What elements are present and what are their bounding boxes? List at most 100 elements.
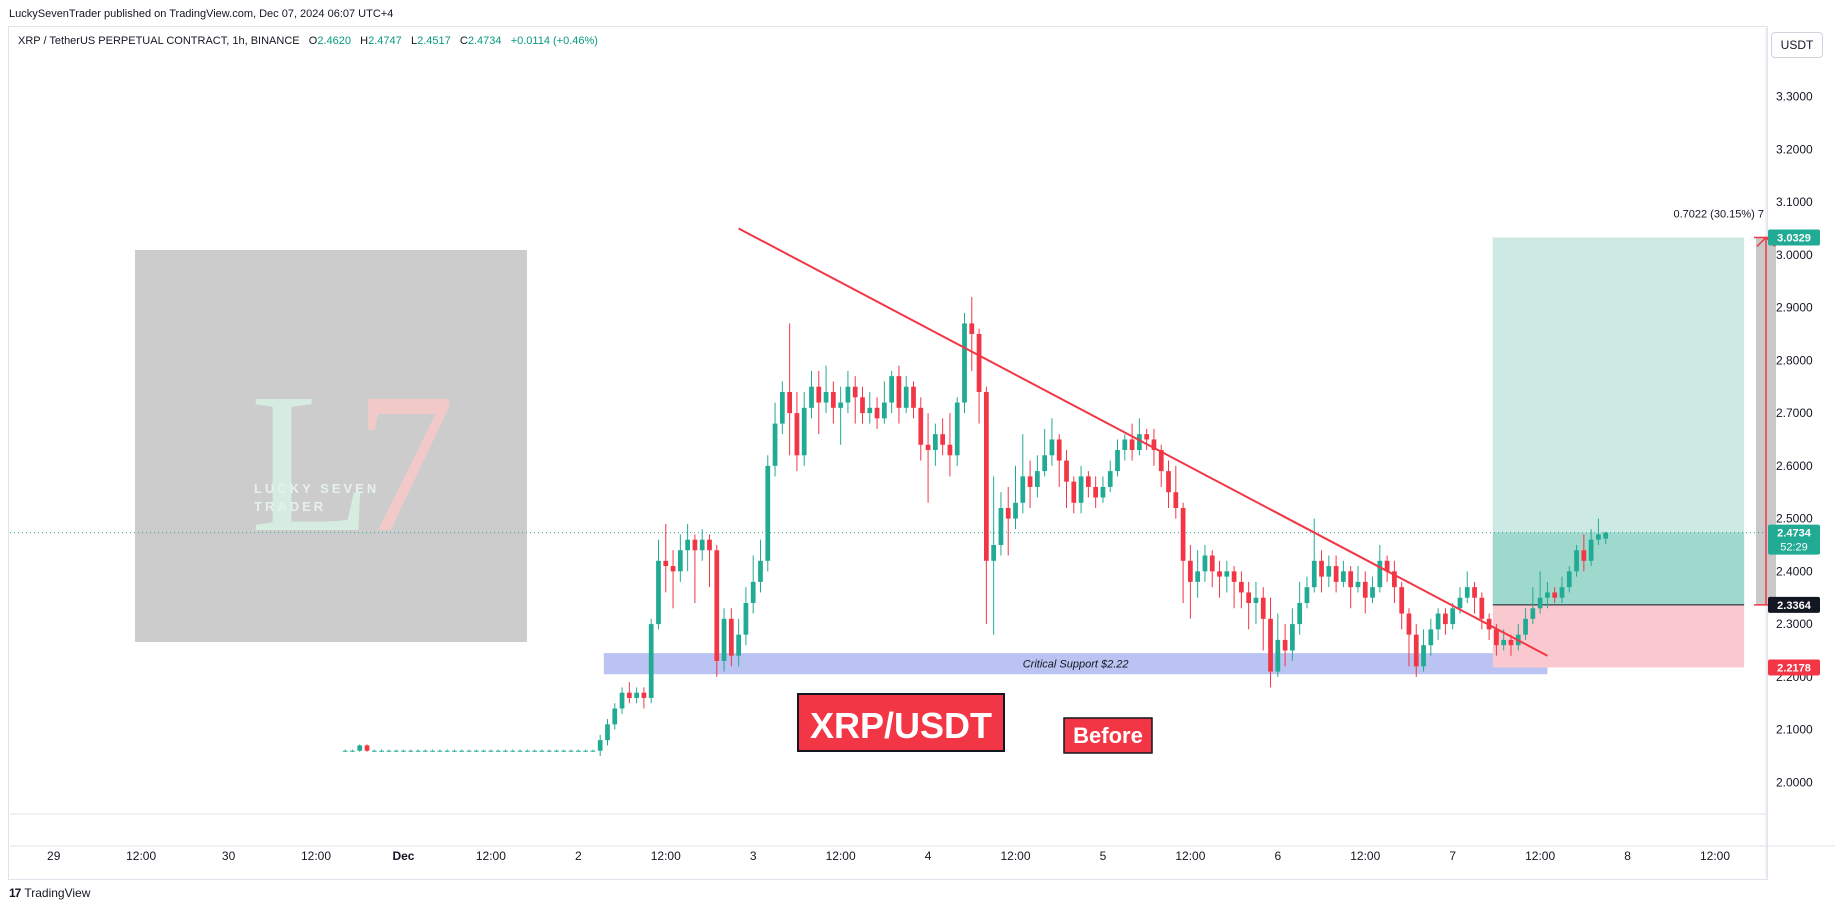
candle [721,608,727,672]
time-tick-label: 3 [750,849,757,863]
candle [1603,531,1609,545]
candle-body [1311,560,1317,588]
candle [1239,571,1244,609]
candle [1093,476,1099,509]
candle-body [1377,560,1383,588]
candle-body [619,692,625,709]
candle-body [473,750,479,752]
candle [510,749,516,752]
candle [860,386,865,424]
candle-body [1035,471,1040,487]
candle [1413,624,1419,677]
price-tick-label: 2.1000 [1776,723,1813,737]
watermark-letter-l: L [250,353,372,574]
time-tick-label: 2 [575,849,582,863]
candle [393,749,399,752]
candle [1588,529,1594,567]
candle [1253,581,1259,625]
time-tick-label: Dec [392,849,414,863]
watermark-line-1: LUCKY SEVEN [254,481,379,496]
candle [495,749,501,752]
candle [481,749,486,752]
change-value: +0.0114 (+0.46%) [510,35,598,47]
candle [954,397,960,466]
currency-unit-button[interactable]: USDT [1771,32,1823,58]
candle-body [670,566,676,572]
candle [1275,613,1281,677]
candle [1056,434,1062,487]
candle-body [510,750,516,752]
open-label: O [308,35,318,47]
time-tick-label: 12:00 [476,849,506,863]
candle [1064,450,1069,509]
candle-body [1253,597,1259,603]
candle [743,587,749,646]
candle [991,476,997,635]
candle-body [1501,639,1507,646]
high-value: 2.4747 [368,35,402,47]
candle [1399,581,1405,630]
candle-body [342,750,348,752]
candle [1559,576,1565,603]
high-label: H [360,35,369,47]
candle [1005,486,1011,556]
candle-body [721,618,727,662]
candle-body [663,560,669,567]
candle [1333,555,1339,593]
candle-body [437,750,443,752]
candle-body [1399,587,1405,614]
candle-body [1246,592,1252,603]
candle [430,749,435,752]
candle-body [976,333,982,392]
candle-body [503,750,508,752]
candle [1392,560,1397,603]
candle [932,423,938,466]
candle [1049,418,1055,466]
candle [1355,566,1361,593]
time-tick-label: 8 [1624,849,1631,863]
candle [488,749,494,752]
candle-body [1122,439,1128,451]
candle [736,618,741,667]
candle-body [1333,566,1339,582]
candle [1035,455,1040,498]
candle [976,328,982,424]
candle [524,749,530,752]
candle [452,749,457,752]
candle-body [1202,555,1208,572]
candle [1377,544,1383,593]
candle-body [911,386,916,408]
low-label: L [410,35,418,47]
time-tick-label: 5 [1100,849,1107,863]
candle-body [1523,618,1528,635]
price-tick-label: 2.0000 [1776,775,1813,789]
candle [852,376,858,424]
candle [1224,560,1230,593]
candle-body [969,323,975,334]
candle-body [1093,486,1099,498]
candle-body [1239,581,1244,593]
candle [1479,592,1485,630]
candle [401,749,406,752]
candle [415,749,421,752]
candle [750,555,756,614]
candle [1537,571,1543,614]
close-label: C [459,35,468,47]
candle-body [597,740,603,751]
low-value: 2.4517 [417,35,451,47]
price-tag-label: 2.2178 [1777,662,1811,674]
candle [714,544,720,677]
candle [605,719,610,746]
candle [473,749,479,752]
support-label: Critical Support $2.22 [1023,659,1129,671]
candle-body [1275,639,1281,672]
before-label: Before [1063,717,1153,754]
candle-body [1071,481,1077,503]
candle-body [415,750,421,752]
candle-body [845,386,851,403]
candle-body [1107,471,1113,487]
candle [459,749,465,752]
candle [1027,460,1033,509]
candle-body [452,750,457,752]
